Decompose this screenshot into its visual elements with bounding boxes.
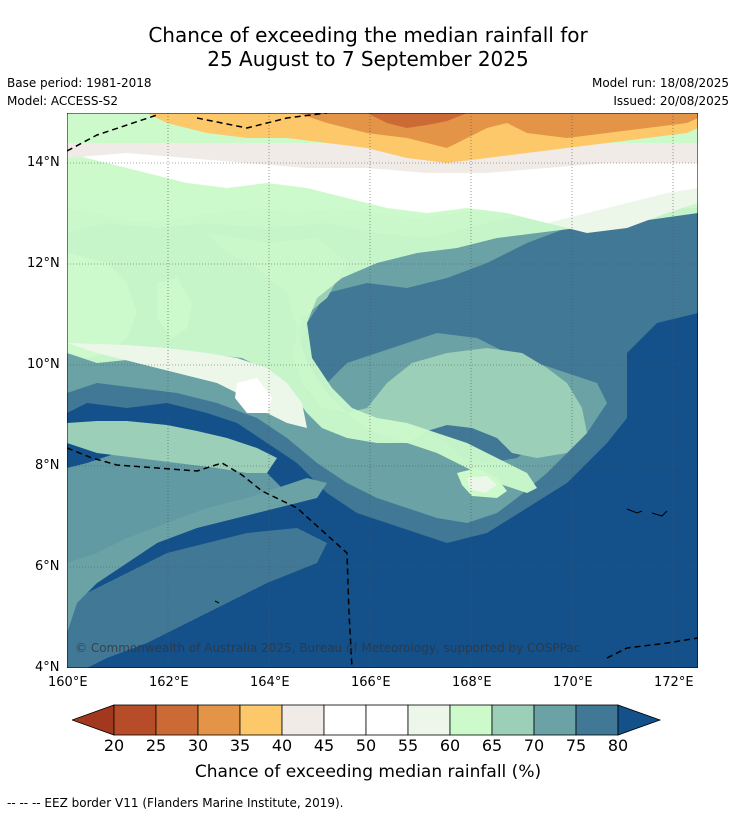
colorbar-swatch (197, 704, 241, 736)
lat-tick-4n: 4°N (35, 660, 60, 675)
lat-tick-14n: 14°N (27, 155, 60, 170)
lon-tick-168e: 168°E (452, 675, 492, 690)
lon-tick-164e: 164°E (250, 675, 290, 690)
colorbar-swatch (281, 704, 325, 736)
copyright-notice: © Commonwealth of Australia 2025, Bureau… (75, 641, 581, 655)
colorbar (72, 704, 662, 736)
colorbar-extend-high (617, 704, 662, 736)
colorbar-label: 60 (439, 736, 461, 755)
lat-tick-6n: 6°N (35, 559, 60, 574)
colorbar-swatch (239, 704, 283, 736)
colorbar-swatch (155, 704, 199, 736)
lon-tick-166e: 166°E (351, 675, 391, 690)
colorbar-swatch (365, 704, 409, 736)
colorbar-label: 65 (481, 736, 503, 755)
colorbar-label: 55 (397, 736, 419, 755)
colorbar-label: 75 (565, 736, 587, 755)
colorbar-extend-low (72, 704, 115, 736)
colorbar-title: Chance of exceeding median rainfall (%) (194, 762, 542, 782)
model-run: Model run: 18/08/2025 (591, 76, 729, 90)
base-period: Base period: 1981-2018 (7, 76, 152, 90)
lat-tick-8n: 8°N (35, 458, 60, 473)
lon-tick-170e: 170°E (553, 675, 593, 690)
lon-tick-172e: 172°E (654, 675, 694, 690)
colorbar-label: 35 (229, 736, 251, 755)
lat-tick-12n: 12°N (27, 256, 60, 271)
colorbar-label: 25 (145, 736, 167, 755)
colorbar-swatch (491, 704, 535, 736)
chart-title-line2: 25 August to 7 September 2025 (207, 47, 529, 71)
colorbar-swatch (449, 704, 493, 736)
colorbar-label: 40 (271, 736, 293, 755)
colorbar-label: 45 (313, 736, 335, 755)
colorbar-label: 80 (607, 736, 629, 755)
model-name: Model: ACCESS-S2 (7, 94, 119, 108)
colorbar-label: 50 (355, 736, 377, 755)
colorbar-swatch (533, 704, 577, 736)
eez-footnote: -- -- -- EEZ border V11 (Flanders Marine… (7, 796, 344, 810)
colorbar-swatch (407, 704, 451, 736)
colorbar-swatch (323, 704, 367, 736)
lon-tick-160e: 160°E (48, 675, 88, 690)
colorbar-swatch (113, 704, 157, 736)
colorbar-label: 20 (103, 736, 125, 755)
issued-date: Issued: 20/08/2025 (613, 94, 729, 108)
rainfall-map (66, 112, 699, 669)
lon-tick-162e: 162°E (149, 675, 189, 690)
colorbar-swatch (575, 704, 619, 736)
lat-tick-10n: 10°N (27, 357, 60, 372)
colorbar-label: 30 (187, 736, 209, 755)
chart-title-line1: Chance of exceeding the median rainfall … (148, 23, 588, 47)
colorbar-label: 70 (523, 736, 545, 755)
